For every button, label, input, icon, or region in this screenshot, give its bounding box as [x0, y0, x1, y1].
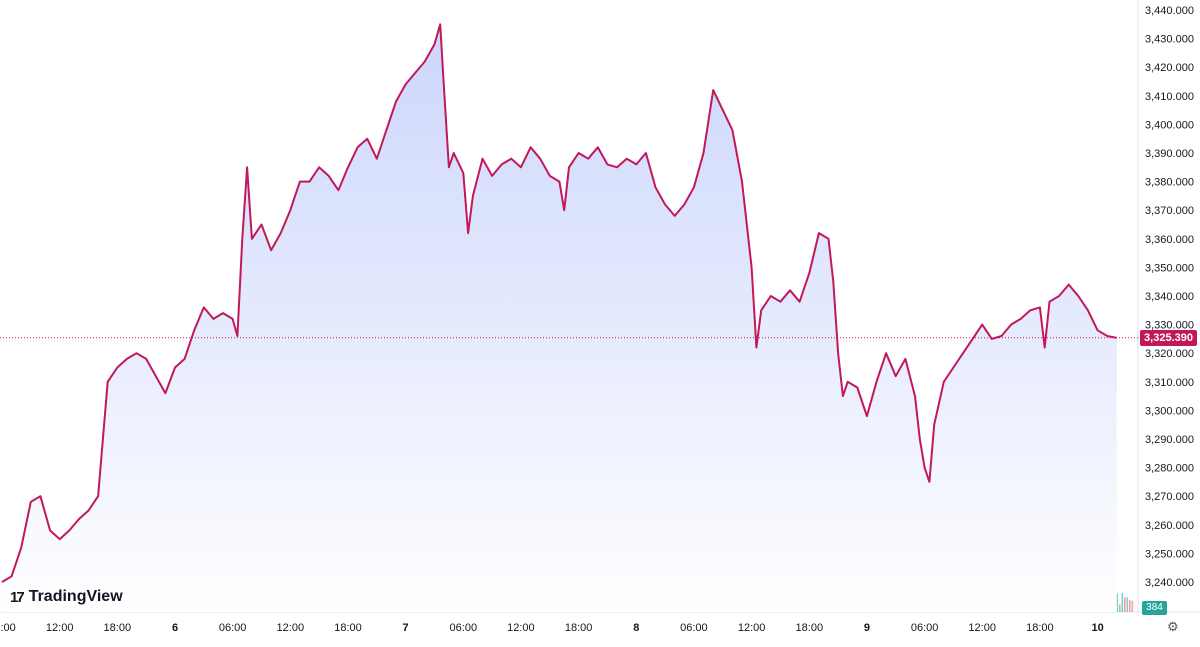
- x-tick-label: 7: [403, 622, 409, 634]
- y-tick-label: 3,290.000: [1145, 434, 1194, 446]
- volume-badge: 384: [1142, 601, 1167, 615]
- x-tick-label: 12:00: [46, 622, 74, 634]
- x-tick-label: 6: [172, 622, 178, 634]
- y-tick-label: 3,250.000: [1145, 548, 1194, 560]
- y-tick-label: 3,310.000: [1145, 377, 1194, 389]
- volume-bar: [1126, 597, 1129, 612]
- y-tick-label: 3,400.000: [1145, 119, 1194, 131]
- x-tick-label: 06:00: [219, 622, 247, 634]
- y-tick-label: 3,430.000: [1145, 34, 1194, 46]
- last-price-badge: 3,325.390: [1140, 329, 1197, 346]
- y-tick-label: 3,240.000: [1145, 577, 1194, 589]
- x-tick-label: 12:00: [507, 622, 535, 634]
- tradingview-logo: 17 TradingView: [10, 588, 123, 606]
- tradingview-logo-text: TradingView: [28, 588, 123, 605]
- price-line: [1, 23, 1117, 583]
- x-tick-label: 9: [864, 622, 870, 634]
- volume-bar: [1116, 593, 1119, 612]
- x-tick-label: 06:00: [911, 622, 939, 634]
- y-tick-label: 3,270.000: [1145, 491, 1194, 503]
- x-tick-label: 12:00: [738, 622, 766, 634]
- x-tick-label: 18:00: [796, 622, 824, 634]
- y-tick-label: 3,370.000: [1145, 205, 1194, 217]
- y-tick-label: 3,260.000: [1145, 520, 1194, 532]
- gear-icon[interactable]: ⚙: [1167, 619, 1179, 634]
- x-tick-label: 18:00: [565, 622, 593, 634]
- volume-bar: [1121, 592, 1124, 612]
- price-area: [2, 24, 1117, 613]
- y-tick-label: 3,440.000: [1145, 5, 1194, 17]
- y-tick-label: 3,300.000: [1145, 405, 1194, 417]
- y-tick-label: 3,390.000: [1145, 148, 1194, 160]
- volume-bar: [1131, 600, 1134, 612]
- y-tick-label: 3,360.000: [1145, 234, 1194, 246]
- tradingview-logo-mark: 17: [10, 588, 25, 606]
- y-tick-label: 3,320.000: [1145, 348, 1194, 360]
- x-tick-label: 12:00: [968, 622, 996, 634]
- volume-bar: [1119, 604, 1121, 612]
- x-tick-label: 18:00: [1026, 622, 1054, 634]
- y-tick-label: 3,420.000: [1145, 62, 1194, 74]
- x-tick-label: 06:00: [450, 622, 478, 634]
- x-tick-label: 06:00: [680, 622, 708, 634]
- volume-bar: [1124, 597, 1126, 612]
- x-tick-label: 10: [1091, 622, 1103, 634]
- x-tick-label: 8: [633, 622, 639, 634]
- y-tick-label: 3,280.000: [1145, 463, 1194, 475]
- x-tick-label: 06:00: [0, 622, 16, 634]
- y-tick-label: 3,340.000: [1145, 291, 1194, 303]
- x-tick-label: 12:00: [277, 622, 305, 634]
- y-tick-label: 3,410.000: [1145, 91, 1194, 103]
- y-tick-label: 3,330.000: [1145, 320, 1194, 332]
- y-tick-label: 3,350.000: [1145, 262, 1194, 274]
- volume-bar: [1129, 600, 1131, 612]
- x-tick-label: 18:00: [334, 622, 362, 634]
- y-tick-label: 3,380.000: [1145, 177, 1194, 189]
- x-tick-label: 18:00: [104, 622, 132, 634]
